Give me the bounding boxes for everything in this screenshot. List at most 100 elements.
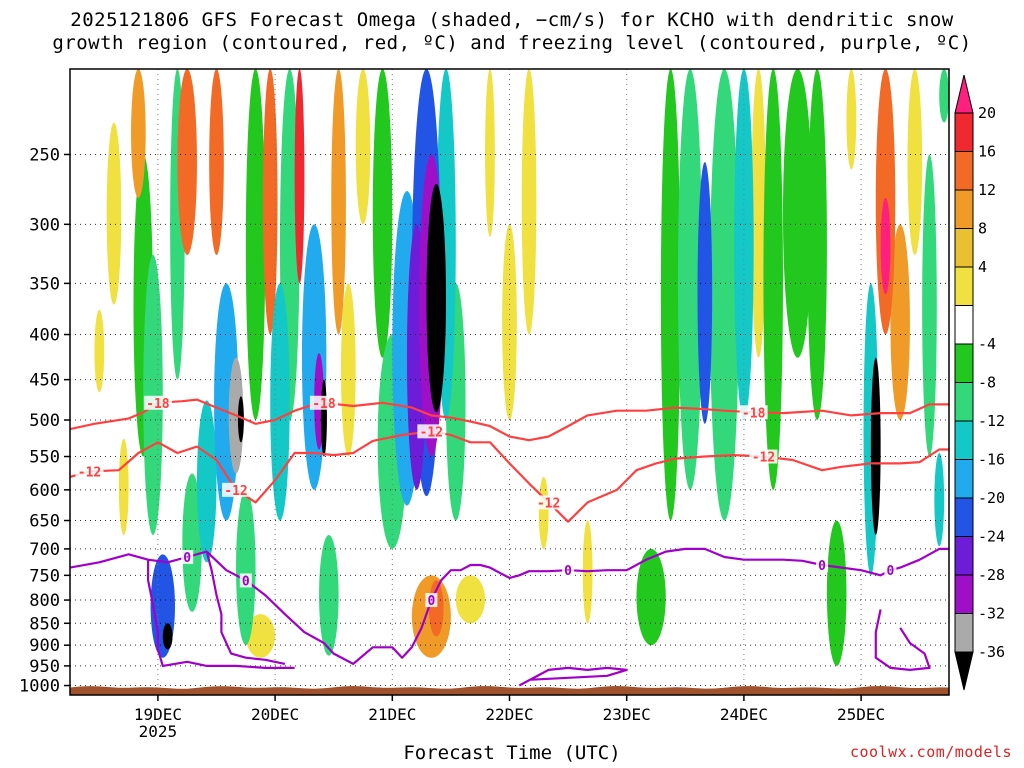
terrain-strip [70,686,949,695]
omega-cell [502,224,517,421]
omega-cell [162,623,173,650]
contour-label: 0 [564,564,572,579]
omega-cell [245,69,266,421]
colorbar-label: -16 [978,451,1005,469]
omega-cell [372,69,393,358]
colorbar-swatch [954,343,974,383]
contour-lines: -18 -18 -18 -12 -12 -12 -12 -12 0 0 0 0 0 0 [70,395,949,687]
pressure-tick-label: 300 [29,215,60,235]
freezing-level-contour [70,547,949,666]
pressure-tick-label: 900 [29,636,60,656]
colorbar-swatch [954,536,974,576]
contour-label-bg [534,495,563,510]
credit-text: coolwx.com/models [849,743,1012,761]
contour-label: -18 [312,397,336,412]
contour-label-bg [739,405,768,420]
pressure-tick-label: 800 [29,591,60,611]
freezing-level-contour [518,666,628,687]
omega-cell [697,162,713,424]
colorbar-swatch [954,266,974,306]
colorbar-label: 8 [978,220,987,238]
time-tick-label: 24DEC [720,705,768,724]
colorbar-label: 12 [978,181,996,199]
pressure-tick-label: 850 [29,614,60,634]
pressure-tick-label: 550 [29,448,60,468]
omega-cell [782,69,813,358]
pressure-tick-label: 700 [29,540,60,560]
colorbar-label: -20 [978,489,1005,507]
omega-cell [880,197,891,295]
colorbar-bottom-arrow [954,651,974,691]
omega-cell [455,575,486,624]
omega-cell [939,69,949,123]
contour-label-bg [143,395,172,410]
omega-cell [521,69,537,335]
contour-label-bg [181,550,194,565]
time-tick-label: 22DEC [485,705,533,724]
colorbar-label: -28 [978,566,1005,584]
time-tick-label: 20DEC [251,705,299,724]
contour-label: 0 [886,564,894,579]
omega-cell [245,614,276,658]
omega-cell [294,69,305,284]
colorbar-label: -32 [978,605,1005,623]
colorbar-swatch [954,574,974,614]
chart-title-line-2: growth region (contoured, red, ºC) and f… [52,32,972,54]
colorbar-swatch [954,420,974,460]
pressure-tick-label: 750 [29,566,60,586]
contour-label-bg [239,573,252,588]
omega-cell [660,69,681,521]
contour-label: -18 [742,406,766,421]
pressure-tick-label: 450 [29,371,60,391]
terrain-fill [70,686,949,695]
colorbar-swatch [954,228,974,268]
omega-cell [196,400,217,563]
omega-cell [826,520,847,666]
colorbar-label: -4 [978,335,996,353]
colorbar: 20 16 12 8 4 -4 -8 -12 -16 -20 -24 -28 -32 -36 [954,74,1005,691]
colorbar-label: 20 [978,104,996,122]
colorbar-swatch [954,497,974,537]
omega-cell [870,357,881,535]
time-tick-label: 19DEC [134,705,182,724]
contour-label: -18 [146,397,170,412]
pressure-tick-label: 500 [29,411,60,431]
colorbar-swatch [954,459,974,499]
colorbar-label: -36 [978,643,1005,661]
pressure-tick-label: 350 [29,274,60,294]
omega-cell [426,183,447,413]
omega-cell [143,254,163,535]
colorbar-swatch [954,613,974,653]
omega-cell [807,69,827,421]
time-tick-label: 23DEC [603,705,651,724]
pressure-tick-label: 1000 [19,677,60,697]
omega-cell [237,396,244,443]
freezing-level-contour [205,551,286,665]
omega-cell [636,548,666,646]
x-axis-title: Forecast Time (UTC) [403,742,621,764]
pressure-tick-label: 400 [29,326,60,346]
contour-label-bg [816,557,829,572]
contour-label: 0 [242,574,250,589]
chart-title-line-1: 2025121806 GFS Forecast Omega (shaded, −… [70,9,954,31]
contour-label-bg [417,424,446,439]
omega-cell [236,489,256,646]
pressure-tick-label: 250 [29,145,60,165]
dendritic-contour [70,398,949,442]
time-tick-sublabel: 2025 [139,722,178,741]
colorbar-top-arrow [954,74,974,114]
contour-label-bg [222,482,251,497]
omega-cell [94,309,105,393]
time-tick-label: 25DEC [837,705,885,724]
omega-cell [182,473,202,612]
contour-label-bg [309,395,338,410]
omega-cell [355,69,371,225]
freezing-level-contour [874,609,931,672]
pressure-tick-label: 600 [29,481,60,501]
omega-cell [485,69,495,237]
freezing-level-contour [147,559,295,670]
omega-cell [934,453,945,547]
contour-label: -12 [78,466,101,481]
omega-cell [319,534,339,656]
